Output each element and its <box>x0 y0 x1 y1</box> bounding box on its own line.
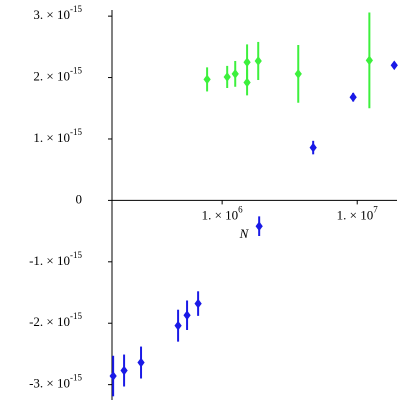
x-tick-label-exponent: 7 <box>373 204 378 214</box>
y-tick-label-exponent: -15 <box>70 66 82 76</box>
y-tick-label: 3. × 10-15 <box>33 4 82 22</box>
point <box>254 56 262 66</box>
y-tick-label: 1. × 10-15 <box>33 127 82 145</box>
x-axis-label: N <box>239 226 250 241</box>
x-tick-label-base: 1. × 10 <box>337 207 374 222</box>
y-tick-label-base: 2. × 10 <box>33 69 70 84</box>
y-tick-label-base: -2. × 10 <box>29 314 70 329</box>
point <box>243 77 251 88</box>
y-tick-label-exponent: -15 <box>70 127 82 137</box>
y-tick-label: 0 <box>76 191 83 206</box>
point <box>243 57 251 68</box>
point <box>194 298 202 309</box>
point <box>109 371 117 381</box>
point <box>183 310 191 321</box>
x-tick-label-exponent: 6 <box>238 204 243 214</box>
point <box>137 357 145 368</box>
point <box>203 74 211 85</box>
point <box>174 320 182 331</box>
y-tick-label: -1. × 10-15 <box>29 250 82 268</box>
x-tick-label: 1. × 107 <box>337 204 379 222</box>
y-tick-label-base: -1. × 10 <box>29 253 70 268</box>
y-tick-label-exponent: -15 <box>70 250 82 260</box>
point <box>365 55 373 66</box>
y-tick-label-exponent: -15 <box>70 373 82 383</box>
point <box>255 221 263 232</box>
y-tick-label: -3. × 10-15 <box>29 373 82 391</box>
point <box>294 69 302 79</box>
point <box>390 60 398 71</box>
point <box>223 72 231 82</box>
y-tick-label-base: -3. × 10 <box>29 376 70 391</box>
x-tick-label-base: 1. × 10 <box>202 207 239 222</box>
y-tick-label-base: 1. × 10 <box>33 130 70 145</box>
y-tick-label-exponent: -15 <box>70 311 82 321</box>
x-tick-label: 1. × 106 <box>202 204 244 222</box>
point <box>309 142 317 153</box>
y-tick-label-exponent: -15 <box>70 4 82 14</box>
point <box>349 92 357 103</box>
y-tick-label-base: 3. × 10 <box>33 7 70 22</box>
y-tick-label: -2. × 10-15 <box>29 311 82 329</box>
y-tick-label: 2. × 10-15 <box>33 66 82 84</box>
point <box>231 69 239 79</box>
point <box>120 365 128 376</box>
